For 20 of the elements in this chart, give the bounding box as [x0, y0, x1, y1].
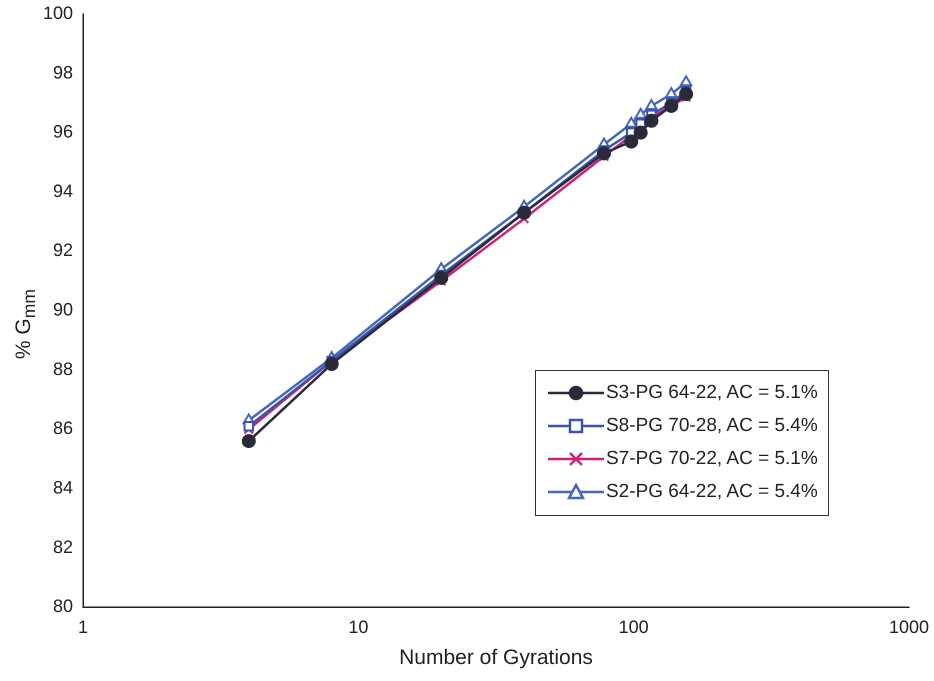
legend-label: S7-PG 70-22, AC = 5.1% [606, 448, 818, 470]
legend-label: S3-PG 64-22, AC = 5.1% [606, 382, 818, 404]
x-tick-label: 1 [78, 616, 88, 637]
legend-label: S8-PG 70-28, AC = 5.4% [606, 415, 818, 438]
y-tick-label: 100 [42, 2, 74, 23]
y-tick-label: 86 [53, 418, 74, 438]
x-tick-label: 1000 [888, 616, 930, 637]
y-tick-label: 88 [53, 358, 74, 379]
y-tick-label: 82 [53, 536, 74, 557]
x-tick-label: 10 [348, 616, 368, 637]
y-tick-label: 92 [53, 240, 74, 260]
x-axis-title: Number of Gyrations [399, 646, 593, 670]
y-tick-label: 90 [53, 300, 74, 320]
y-tick-label: 96 [53, 122, 74, 142]
x-tick-label: 100 [618, 616, 649, 637]
legend-label: S2-PG 64-22, AC = 5.4% [606, 481, 818, 504]
y-tick-label: 80 [53, 596, 74, 616]
y-tick-label: 84 [53, 478, 74, 498]
y-tick-label: 94 [53, 180, 74, 201]
y-tick-label: 98 [53, 62, 74, 82]
